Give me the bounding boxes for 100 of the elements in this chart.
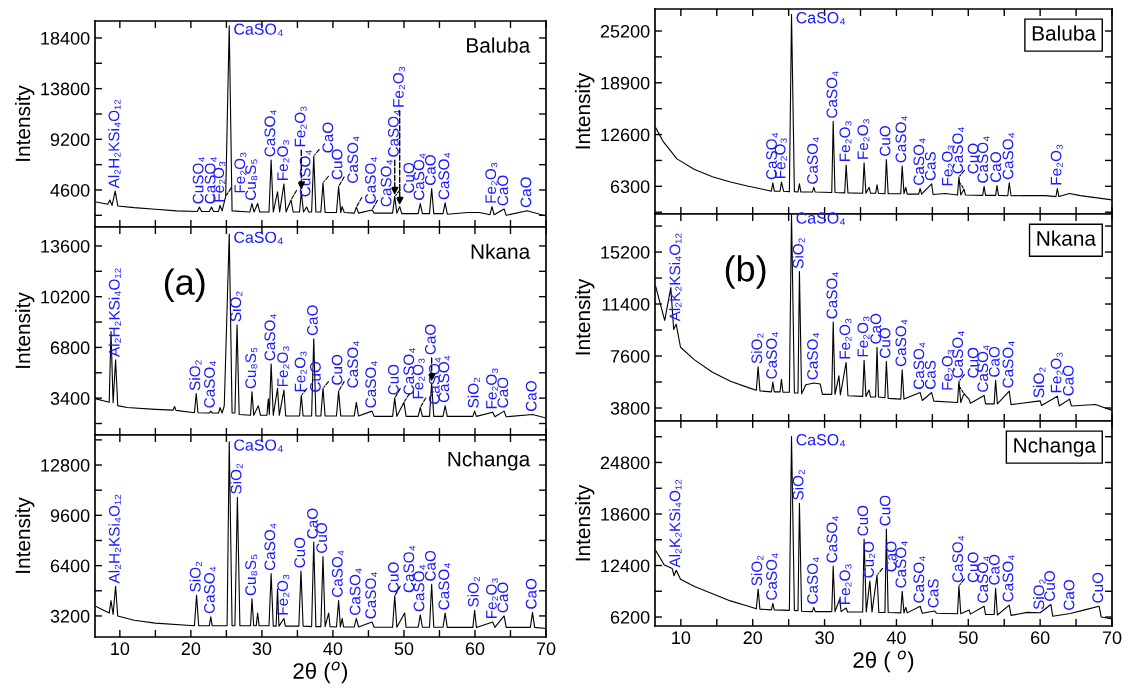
annotation: CaSO₄ [807, 332, 820, 380]
annotation: CaSO₄ [952, 331, 965, 378]
annotation: CuO [403, 162, 415, 193]
annotation: CaSO₄ [438, 152, 451, 200]
annotation: Fe₂O₃ [277, 346, 290, 387]
annotation: CaSO₄ [977, 556, 990, 603]
y-axis-title: Intensity [574, 278, 595, 355]
annotation: CuO [388, 562, 399, 593]
annotation: SiO₂ [1033, 579, 1046, 610]
annotation: CaO [1063, 579, 1075, 610]
x-axis-title: 2θ ( $^{o}$) [853, 650, 914, 673]
x-tick-label: 10 [672, 631, 691, 645]
annotation: CaSO₄ [380, 159, 393, 207]
annotation: Fe₂O₃ [1050, 352, 1063, 393]
annotation: CaS [927, 579, 939, 608]
annotation: SiO₂ [189, 561, 202, 592]
y-tick-label: 18900 [601, 76, 650, 90]
annotation: CuO [879, 126, 891, 156]
y-tick-label: 18400 [41, 31, 90, 45]
annotation: CaSO₄ [826, 272, 839, 319]
y-tick-label: 9200 [50, 133, 90, 147]
annotation: CaSO₄ [365, 361, 378, 408]
annotation: CuO [967, 143, 979, 174]
annotation: CaSO₄ [952, 535, 965, 583]
annotation: CaO [1062, 365, 1074, 396]
annotation: (b) [725, 255, 766, 289]
annotation: CaO [497, 582, 509, 613]
annotation: Fe₂O₃ [294, 106, 307, 147]
annotation: CaSO₄ [895, 319, 908, 367]
annotation: Fe₂O₃ [277, 574, 290, 615]
annotation: SiO₂ [750, 333, 764, 364]
annotation: CaSO₄ [234, 23, 283, 37]
annotation: Fe₂O₃ [1050, 144, 1063, 185]
annotation: Nkana [1037, 230, 1097, 246]
annotation: CuO [1044, 571, 1056, 601]
annotation: CaSO₄ [913, 138, 926, 185]
annotation: Fe₂O₃ [857, 119, 870, 159]
annotation: Fe₂O₃ [839, 318, 852, 359]
annotation: CaSO₄ [895, 115, 908, 163]
annotation: CaSO₄ [234, 439, 283, 452]
y-axis-title: Intensity [574, 484, 595, 561]
annotation: CaSO₄ [1002, 132, 1015, 180]
x-tick-label: 20 [743, 631, 763, 645]
annotation: CuO [331, 354, 343, 385]
annotation: CaO [870, 313, 882, 344]
annotation: CuO [316, 523, 328, 553]
x-tick-label: 60 [1031, 631, 1050, 645]
annotation: Cu₈S₅ [245, 347, 258, 389]
annotation: Fe₂O₃ [941, 145, 954, 186]
x-tick-label: 70 [536, 642, 556, 656]
annotation: CaSO₄ [1002, 555, 1015, 602]
y-tick-label: 3400 [50, 392, 90, 405]
annotation: CaO [424, 550, 436, 581]
y-tick-label: 18600 [601, 507, 650, 521]
y-tick-label: 15200 [601, 245, 650, 259]
annotation: SiO₂ [189, 360, 202, 391]
annotation: CaO [520, 177, 532, 208]
annotation: CaO [497, 377, 509, 408]
x-tick-label: 40 [886, 631, 906, 645]
annotation: CaSO₄ [952, 127, 965, 174]
annotation: CaSO₄ [264, 523, 277, 571]
x-tick-label: 50 [394, 642, 414, 656]
annotation: Fe₂O₃ [234, 152, 247, 193]
annotation: CaSO₄ [388, 110, 400, 157]
annotation: SiO₂ [750, 555, 764, 586]
y-tick-label: 13800 [41, 82, 90, 96]
y-tick-label: 6400 [50, 559, 90, 573]
annotation: CaSO₄ [826, 516, 839, 563]
annotation: CaSO₄ [977, 136, 990, 183]
y-tick-label: 6800 [50, 341, 90, 355]
annotation: Fe₂O₃ [294, 351, 307, 392]
annotation: CaO [307, 305, 318, 336]
y-tick-label: 7600 [610, 349, 650, 363]
annotation: CaO [988, 554, 1000, 585]
y-tick-label: 12600 [601, 128, 650, 142]
annotation: CaSO₄ [347, 136, 360, 183]
annotation: CaSO₄ [349, 568, 362, 615]
y-tick-label: 10200 [41, 290, 90, 304]
y-tick-label: 3800 [610, 401, 650, 415]
annotation: CuO [879, 328, 891, 358]
annotation: CaSO₄ [413, 153, 426, 200]
x-axis-title: 2θ ($^{o}$) [293, 661, 348, 684]
annotation: CaSO₄ [977, 345, 990, 392]
annotation: CaS [924, 360, 936, 389]
annotation: CaSO₄ [1002, 341, 1015, 388]
annotation: CaSO₄ [347, 341, 360, 388]
annotation: CuO [857, 505, 869, 536]
y-tick-label: 12400 [601, 559, 650, 573]
annotation: CaSO₄ [264, 313, 277, 361]
x-tick-label: 50 [958, 631, 978, 645]
x-tick-label: 60 [465, 642, 485, 656]
annotation: SiO₂ [467, 377, 480, 408]
annotation: CuO [967, 347, 979, 378]
y-tick-label: 3200 [50, 609, 90, 623]
annotation: Baluba [467, 37, 531, 53]
annotation: SiO₂ [1033, 367, 1046, 398]
annotation: Al₂K₂KSi₄O₁₂ [669, 479, 682, 568]
annotation: CuO [1092, 572, 1104, 603]
annotation: (a) [164, 268, 205, 303]
x-tick-label: 40 [323, 642, 343, 656]
